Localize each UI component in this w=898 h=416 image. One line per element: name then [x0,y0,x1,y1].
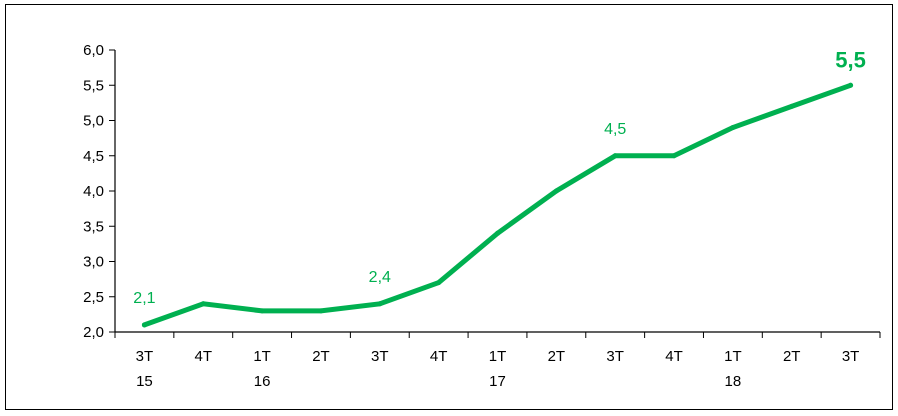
x-tick-label: 4T [195,348,213,365]
x-tick-label: 3T [606,348,624,365]
data-label: 2,4 [369,269,391,286]
x-tick-label: 2T [312,348,330,365]
y-tick-label: 5,0 [83,113,104,130]
data-point [436,280,442,286]
x-tick-label-year: 18 [725,373,742,390]
series-line [141,82,854,328]
y-tick-label: 4,5 [83,148,104,165]
y-tick-label: 2,5 [83,289,104,306]
data-point [259,308,265,314]
y-tick-label: 6,0 [83,42,104,59]
tick-labels: 2,0 2,5 3,0 3,5 4,0 4,5 5,0 5,5 6,0 3T 15 4T 1T 16 2T 3… [83,42,859,390]
data-labels: 2,1 2,4 4,5 5,5 [133,47,866,307]
data-point [612,153,618,159]
y-tick-label: 3,0 [83,254,104,271]
x-tick-label-year: 16 [254,373,271,390]
x-tick-label-year: 17 [489,373,506,390]
axes [109,49,881,338]
x-tick-label: 1T [489,348,507,365]
data-point [730,125,736,131]
data-point [671,153,677,159]
x-tick-label: 3T [371,348,389,365]
y-tick-label: 4,0 [83,183,104,200]
data-point [377,301,383,307]
x-tick-label: 4T [665,348,683,365]
x-tick-label-year: 15 [136,373,153,390]
x-tick-label: 4T [430,348,448,365]
y-tick-label: 5,5 [83,77,104,94]
x-tick-label: 2T [783,348,801,365]
data-point [848,82,854,88]
data-point [553,188,559,194]
data-point [141,322,147,328]
x-tick-label: 3T [842,348,860,365]
x-tick-label: 1T [253,348,271,365]
y-tick-label: 3,5 [83,218,104,235]
data-label-final: 5,5 [835,47,866,72]
data-label: 2,1 [133,290,155,307]
chart-frame [5,4,893,410]
x-tick-label: 2T [548,348,566,365]
x-tick-label: 3T [136,348,154,365]
data-point [495,230,500,236]
data-label: 4,5 [604,121,626,138]
y-tick-label: 2,0 [83,324,104,341]
series-layer [141,82,854,328]
data-point [789,103,795,109]
x-tick-label: 1T [724,348,742,365]
data-point [318,308,324,314]
data-point [200,301,206,307]
